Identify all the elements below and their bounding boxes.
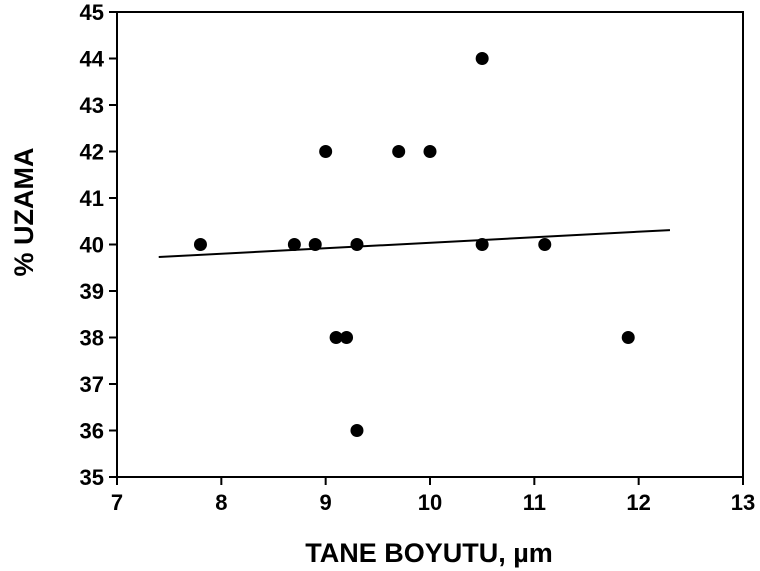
y-tick-label: 41 — [80, 186, 104, 211]
y-tick-label: 43 — [80, 93, 104, 118]
y-axis: 35 36 37 38 39 40 41 42 43 44 45 — [80, 0, 117, 490]
y-tick-label: 42 — [80, 140, 104, 165]
data-point — [350, 238, 364, 251]
y-tick-label: 35 — [80, 465, 104, 490]
data-point — [392, 145, 406, 158]
x-tick-label: 9 — [320, 490, 332, 515]
data-point — [423, 145, 437, 158]
y-tick-label: 45 — [80, 0, 104, 25]
data-point — [193, 238, 207, 251]
data-point — [308, 238, 322, 251]
x-tick-label: 10 — [418, 490, 442, 515]
y-tick-label: 36 — [80, 419, 104, 444]
trendline-group — [158, 229, 671, 259]
x-tick-label: 12 — [626, 490, 650, 515]
data-point — [329, 331, 343, 344]
y-tick-label: 37 — [80, 372, 104, 397]
x-tick-label: 8 — [215, 490, 227, 515]
data-point — [340, 331, 354, 344]
x-tick-label: 11 — [523, 490, 546, 515]
plot-area-border — [116, 11, 744, 478]
y-tick-label: 44 — [80, 47, 105, 72]
data-point — [350, 424, 364, 437]
trendline — [158, 229, 671, 259]
y-axis-title: % UZAMA — [9, 148, 39, 277]
y-tick-label: 38 — [80, 326, 104, 351]
y-tick-label: 40 — [80, 233, 104, 258]
y-tick-label: 39 — [80, 279, 104, 304]
data-point — [538, 238, 552, 251]
x-axis-title: TANE BOYUTU, µm — [305, 538, 553, 568]
data-point — [621, 331, 635, 344]
x-tick-label: 7 — [111, 490, 123, 515]
data-point — [475, 52, 489, 65]
data-point — [319, 145, 333, 158]
data-points — [193, 52, 635, 437]
x-tick-label: 13 — [731, 490, 755, 515]
plot-frame — [116, 11, 744, 478]
data-point — [475, 238, 489, 251]
x-axis: 7 8 9 10 11 12 13 — [111, 477, 755, 515]
data-point — [287, 238, 301, 251]
